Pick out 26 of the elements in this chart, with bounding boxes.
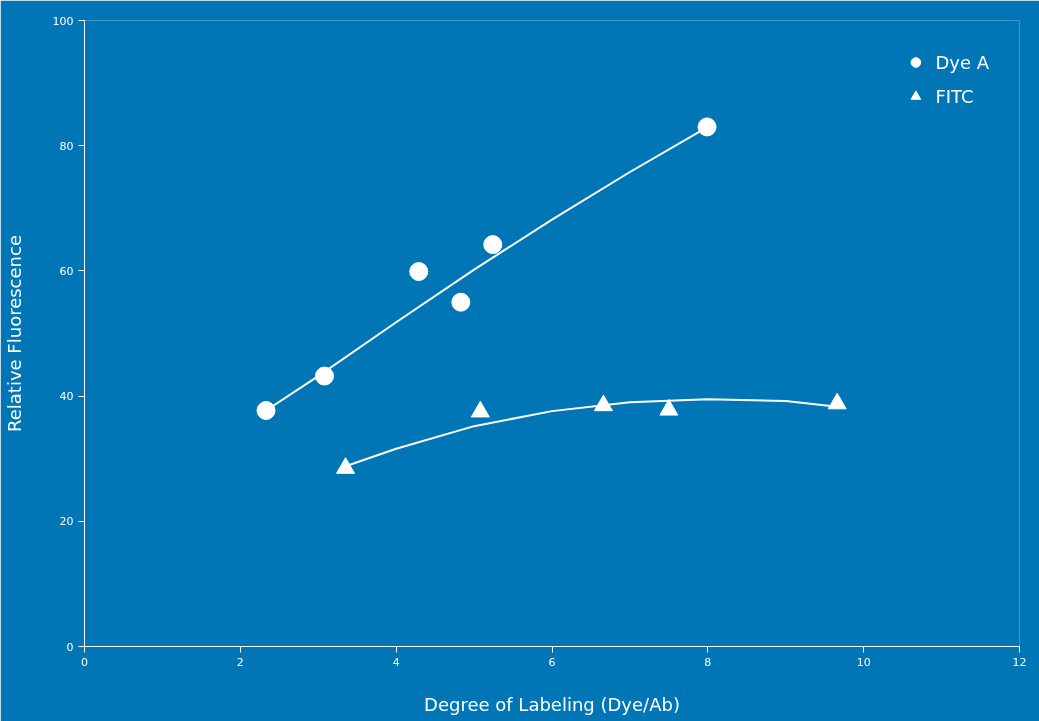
x-tick-label: 0 [81, 655, 88, 669]
point [409, 262, 429, 282]
point [451, 292, 471, 312]
y-tick-label: 20 [59, 515, 74, 529]
y-axis-title: Relative Fluorescence [3, 235, 25, 432]
y-tick-label: 40 [59, 390, 74, 404]
x-tick-label: 2 [236, 655, 244, 669]
point [470, 400, 490, 418]
x-tick-label: 4 [392, 655, 400, 669]
y-tick-label: 100 [52, 14, 74, 28]
x-tick-label: 12 [1012, 655, 1027, 669]
y-tick-label: 0 [66, 640, 74, 654]
y-tick-label: 60 [59, 264, 74, 278]
legend-label: Dye A [935, 51, 989, 73]
x-tick-label: 8 [704, 655, 712, 669]
point [659, 398, 679, 416]
point [336, 457, 356, 474]
point [697, 117, 717, 137]
point [827, 392, 847, 410]
y-tick-label: 80 [59, 139, 74, 153]
point [483, 235, 503, 255]
legend-label: FITC [935, 85, 974, 107]
x-tick-label: 10 [856, 655, 871, 669]
point [256, 401, 276, 420]
x-axis-title: Degree of Labeling (Dye/Ab) [424, 693, 680, 715]
x-tick-label: 6 [548, 655, 556, 669]
